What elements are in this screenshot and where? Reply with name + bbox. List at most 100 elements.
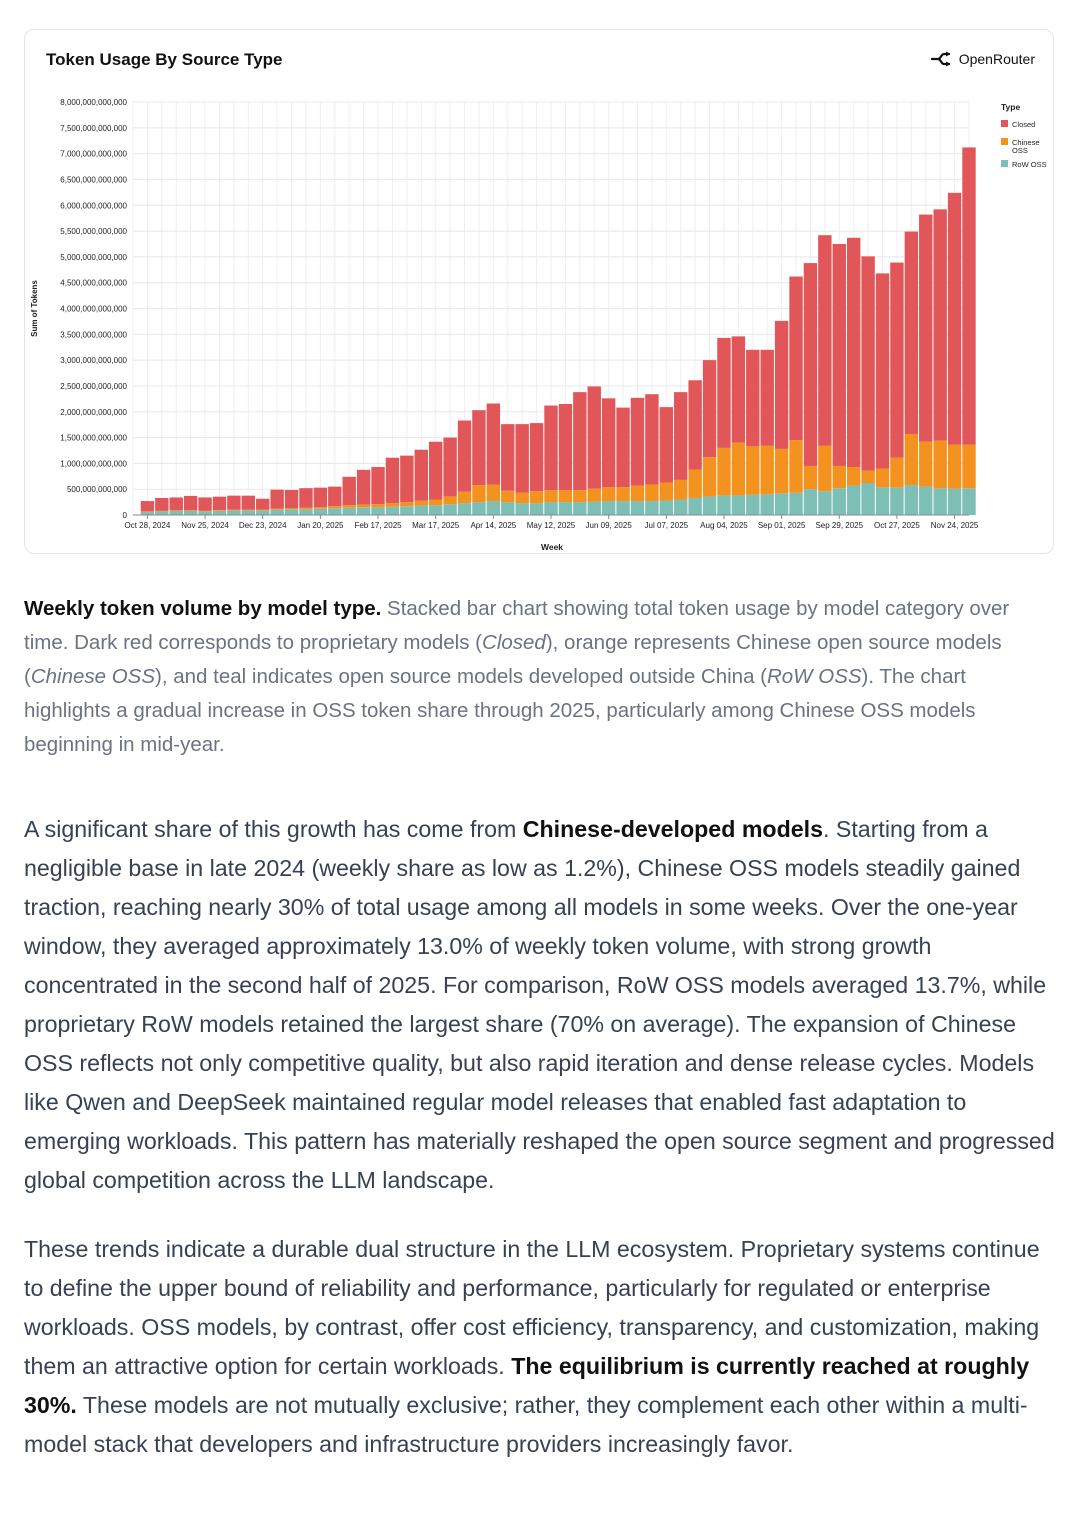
x-axis-title: Week	[541, 542, 563, 552]
bar-chinese-oss	[847, 467, 860, 486]
y-tick-label: 8,000,000,000,000	[60, 98, 127, 107]
bar-row-oss	[674, 500, 687, 515]
bar-row-oss	[530, 503, 543, 515]
bar-row-oss	[833, 488, 846, 515]
bar-chinese-oss	[299, 508, 312, 510]
bar-chinese-oss	[775, 449, 788, 493]
x-tick-label: Jul 07, 2025	[645, 521, 689, 530]
bar-chinese-oss	[789, 440, 802, 493]
bar-chinese-oss	[443, 496, 456, 504]
bar-row-oss	[919, 487, 932, 515]
bar-closed	[256, 499, 269, 510]
legend-label: Closed	[1012, 120, 1035, 129]
bar-chinese-oss	[804, 466, 817, 489]
bar-chinese-oss	[818, 446, 831, 491]
bar-chinese-oss	[415, 501, 428, 506]
bar-closed	[588, 386, 601, 488]
bar-chinese-oss	[170, 510, 183, 511]
bar-row-oss	[559, 502, 572, 515]
bar-closed	[314, 488, 327, 508]
bar-chinese-oss	[285, 508, 298, 509]
bar-chinese-oss	[270, 509, 283, 510]
bar-closed	[155, 498, 168, 511]
y-tick-label: 2,500,000,000,000	[60, 382, 127, 391]
bar-closed	[775, 321, 788, 449]
bar-row-oss	[184, 511, 197, 515]
bar-closed	[616, 408, 629, 488]
x-tick-label: Aug 04, 2025	[700, 521, 748, 530]
bar-row-oss	[804, 489, 817, 515]
bar-row-oss	[256, 510, 269, 515]
bar-row-oss	[703, 496, 716, 515]
bar-row-oss	[213, 511, 226, 515]
brand-name: OpenRouter	[959, 51, 1035, 67]
bar-row-oss	[905, 485, 918, 515]
bar-closed	[227, 496, 240, 510]
bar-chinese-oss	[544, 490, 557, 502]
caption-row-oss: RoW OSS	[767, 665, 862, 688]
bar-closed	[602, 398, 615, 487]
x-tick-label: Nov 24, 2025	[931, 521, 979, 530]
p1-text-b: . Starting from a negligible base in lat…	[24, 816, 1055, 1193]
bar-row-oss	[962, 488, 975, 515]
bar-closed	[198, 497, 211, 510]
bar-closed	[400, 456, 413, 502]
bar-chinese-oss	[962, 445, 975, 488]
x-tick-label: Dec 23, 2024	[239, 521, 287, 530]
bar-chinese-oss	[688, 470, 701, 498]
bar-row-oss	[227, 510, 240, 515]
legend-title: Type	[1001, 102, 1020, 112]
bar-closed	[328, 487, 341, 507]
bar-closed	[833, 244, 846, 466]
bar-chinese-oss	[256, 510, 269, 511]
bar-chinese-oss	[876, 469, 889, 488]
bar-row-oss	[645, 501, 658, 515]
bar-closed	[170, 497, 183, 510]
y-axis-title: Sum of Tokens	[30, 280, 39, 337]
openrouter-brand[interactable]: OpenRouter	[930, 51, 1035, 67]
bar-row-oss	[761, 494, 774, 515]
legend-swatch	[1001, 138, 1008, 145]
bar-chinese-oss	[386, 503, 399, 507]
bar-chinese-oss	[732, 443, 745, 496]
bar-row-oss	[688, 498, 701, 515]
bar-chinese-oss	[933, 441, 946, 488]
x-tick-label: Mar 17, 2025	[412, 521, 460, 530]
bar-closed	[761, 350, 774, 446]
bar-closed	[962, 147, 975, 444]
stacked-bar-chart: 0 500,000,000,000 1,000,000,000,000 1,500,0…	[25, 30, 1053, 553]
bar-closed	[184, 496, 197, 510]
bar-closed	[559, 404, 572, 490]
bar-row-oss	[285, 509, 298, 515]
x-tick-label: Nov 25, 2024	[181, 521, 229, 530]
bar-row-oss	[472, 502, 485, 515]
x-tick-label: Sep 29, 2025	[815, 521, 863, 530]
y-tick-label: 2,000,000,000,000	[60, 408, 127, 417]
y-tick-label: 0	[123, 511, 128, 520]
bar-chinese-oss	[890, 458, 903, 488]
bar-chinese-oss	[703, 457, 716, 496]
y-tick-label: 1,000,000,000,000	[60, 459, 127, 468]
bar-chinese-oss	[588, 489, 601, 502]
x-tick-label: Oct 28, 2024	[125, 521, 171, 530]
bar-chinese-oss	[501, 491, 514, 502]
figure-caption: Weekly token volume by model type. Stack…	[24, 592, 1054, 762]
bar-closed	[674, 392, 687, 480]
body-paragraph-1: A significant share of this growth has c…	[24, 810, 1059, 1200]
bar-closed	[501, 424, 514, 491]
bar-closed	[861, 256, 874, 470]
bar-closed	[804, 263, 817, 466]
bar-row-oss	[847, 486, 860, 515]
bar-row-oss	[487, 501, 500, 515]
bar-chinese-oss	[328, 506, 341, 508]
legend-swatch	[1001, 120, 1008, 127]
bar-row-oss	[660, 501, 673, 515]
bar-chinese-oss	[919, 442, 932, 487]
bar-closed	[789, 276, 802, 440]
legend-label: RoW OSS	[1012, 160, 1047, 169]
bar-chinese-oss	[833, 466, 846, 488]
bar-closed	[472, 410, 485, 485]
bar-chinese-oss	[314, 507, 327, 509]
bar-closed	[746, 350, 759, 447]
bar-row-oss	[789, 493, 802, 515]
